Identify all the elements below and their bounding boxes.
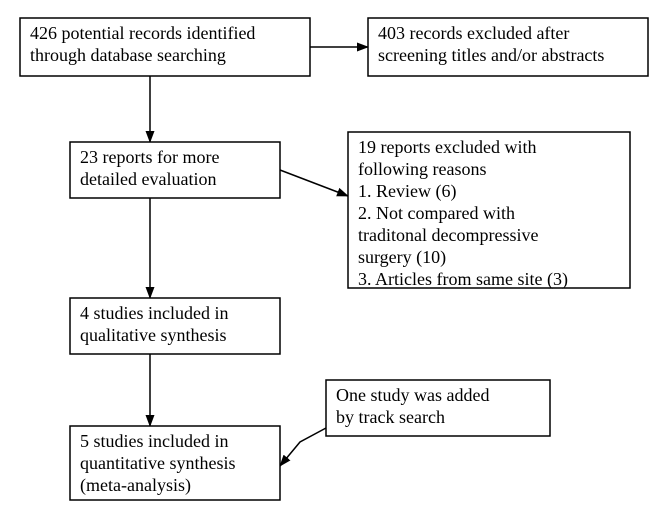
node-detailed: 23 reports for moredetailed evaluation [70,142,280,198]
node-excluded_reasons-line-0: 19 reports excluded with [358,137,536,157]
node-detailed-line-1: detailed evaluation [80,169,216,189]
node-quantitative-line-1: quantitative synthesis [80,453,235,473]
node-excluded_screen: 403 records excluded afterscreening titl… [368,18,648,76]
node-excluded_reasons: 19 reports excluded withfollowing reason… [348,132,630,290]
node-added-line-1: by track search [336,407,445,427]
node-identified-line-1: through database searching [30,45,226,65]
node-detailed-line-0: 23 reports for more [80,147,219,167]
node-excluded_screen-line-1: screening titles and/or abstracts [378,45,604,65]
node-excluded_reasons-line-3: 2. Not compared with [358,203,515,223]
node-quantitative-line-2: (meta-analysis) [80,475,191,496]
node-quantitative: 5 studies included inquantitative synthe… [70,426,280,500]
node-quantitative-line-0: 5 studies included in [80,431,228,451]
node-added: One study was addedby track search [326,380,550,436]
node-excluded_reasons-line-4: traditonal decompressive [358,225,538,245]
node-excluded_screen-line-0: 403 records excluded after [378,23,569,43]
node-qualitative-line-0: 4 studies included in [80,303,228,323]
node-excluded_reasons-line-2: 1. Review (6) [358,181,456,202]
node-qualitative: 4 studies included inqualitative synthes… [70,298,280,354]
node-added-line-0: One study was added [336,385,489,405]
edge-detailed-to-excluded_reasons [280,170,348,196]
edge-added-to-quantitative [280,428,326,466]
node-identified-line-0: 426 potential records identified [30,23,255,43]
node-qualitative-line-1: qualitative synthesis [80,325,226,345]
node-excluded_reasons-line-5: surgery (10) [358,247,446,268]
node-excluded_reasons-line-1: following reasons [358,159,486,179]
node-excluded_reasons-line-6: 3. Articles from same site (3) [358,269,568,290]
flowchart-canvas: 426 potential records identifiedthrough … [0,0,672,515]
node-identified: 426 potential records identifiedthrough … [20,18,310,76]
